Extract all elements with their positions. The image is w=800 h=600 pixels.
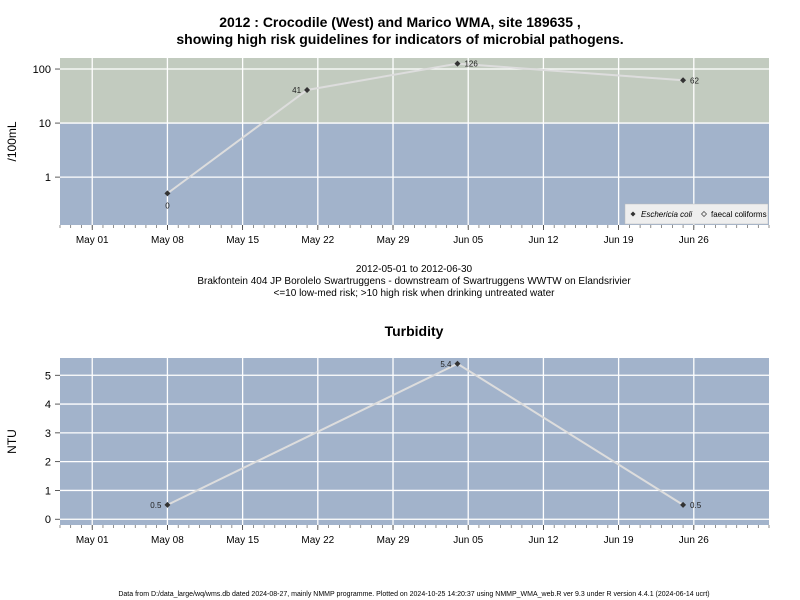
data-label: 0 (165, 201, 170, 210)
data-label: 5.4 (440, 360, 452, 369)
data-label: 0.5 (150, 501, 162, 510)
y-tick-label: 5 (45, 370, 51, 382)
x-tick-label: May 15 (226, 235, 259, 246)
data-point (164, 501, 171, 508)
x-tick-label: May 01 (76, 535, 109, 546)
plot-background (60, 358, 769, 525)
x-tick-label: Jun 26 (679, 235, 709, 246)
x-tick-label: Jun 05 (453, 235, 483, 246)
y-axis-label: /100mL (5, 121, 19, 161)
y-tick-label: 4 (45, 399, 51, 411)
y-tick-label: 1 (45, 485, 51, 497)
x-tick-label: Jun 26 (679, 535, 709, 546)
y-tick-label: 10 (39, 118, 51, 130)
data-label: 62 (690, 76, 699, 85)
x-tick-label: May 22 (301, 535, 334, 546)
risk-note: <=10 low-med risk; >10 high risk when dr… (273, 288, 555, 299)
x-tick-label: May 08 (151, 535, 184, 546)
legend: Eschericia coli faecal coliforms (624, 203, 769, 225)
high-risk-band (60, 58, 769, 124)
series-line (166, 62, 684, 195)
data-point (454, 60, 461, 67)
x-tick-label: Jun 12 (528, 535, 558, 546)
data-label: 41 (292, 86, 301, 95)
chart-title-line1: 2012 : Crocodile (West) and Marico WMA, … (219, 14, 581, 30)
date-range-caption: 2012-05-01 to 2012-06-30 (355, 264, 473, 275)
legend-label-ecoli: Eschericia coli (641, 210, 692, 219)
data-label: 0.5 (690, 501, 702, 510)
y-tick-label: 0 (45, 514, 51, 526)
legend-label-faecal: faecal coliforms (711, 210, 767, 219)
x-tick-label: May 22 (301, 235, 334, 246)
data-point (164, 190, 171, 197)
y-tick-label: 100 (33, 64, 51, 76)
x-tick-label: Jun 05 (453, 535, 483, 546)
turbidity-title: Turbidity (384, 323, 444, 339)
y-tick-label: 1 (45, 172, 51, 184)
footer-note: Data from D:/data_large/wq/wms.db dated … (118, 591, 710, 598)
x-tick-label: Jun 19 (604, 535, 634, 546)
legend-marker-faecal (700, 210, 708, 218)
x-tick-label: May 29 (377, 535, 410, 546)
y-axis-label: NTU (5, 429, 19, 454)
legend-marker-ecoli (630, 211, 636, 217)
site-description: Brakfontein 404 JP Borolelo Swartruggens… (197, 276, 631, 287)
data-point (304, 86, 311, 93)
y-tick-label: 3 (45, 428, 51, 440)
x-tick-label: May 08 (151, 235, 184, 246)
x-tick-label: May 01 (76, 235, 109, 246)
x-tick-label: Jun 19 (604, 235, 634, 246)
chart-title-line2: showing high risk guidelines for indicat… (176, 31, 624, 47)
x-tick-label: Jun 12 (528, 235, 558, 246)
x-tick-label: May 29 (377, 235, 410, 246)
data-label: 126 (464, 60, 478, 69)
ecoli-chart: May 01 May 08 May 15 May 22 May 29 Jun 05 Jun … (5, 58, 770, 246)
data-point (680, 77, 687, 84)
data-point (454, 360, 461, 367)
legend-box (624, 203, 769, 225)
data-point (680, 501, 687, 508)
y-tick-label: 2 (45, 457, 51, 469)
turbidity-chart: May 01 May 08 May 15 May 22 May 29 Jun 05 Jun … (5, 358, 770, 546)
x-tick-label: May 15 (226, 535, 259, 546)
